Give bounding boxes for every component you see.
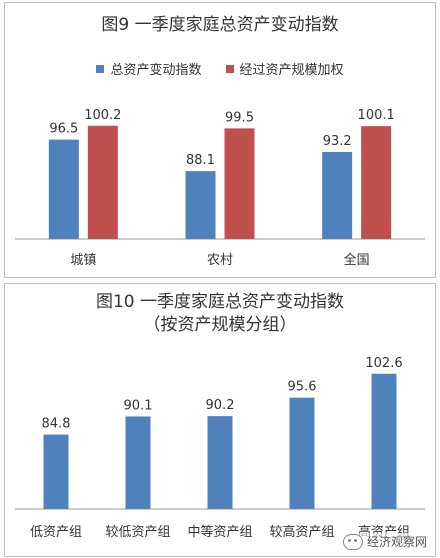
chart-2-bar — [125, 416, 151, 509]
chart-2-category-label: 低资产组 — [30, 525, 82, 540]
chart-1-category-label: 城镇 — [70, 253, 96, 268]
chart-1-title: 图9 一季度家庭总资产变动指数 — [101, 15, 339, 35]
chart-panel-2: 图10 一季度家庭总资产变动指数 （按资产规模分组） 84.8 低资产组 90.1 较… — [4, 283, 436, 557]
chart-1-bar — [361, 126, 392, 239]
chart-1-data-label: 93.2 — [323, 134, 352, 149]
legend-label-series-2: 经过资产规模加权 — [239, 63, 344, 78]
chart-1-category-label: 农村 — [207, 253, 233, 268]
chart-1-category-label: 全国 — [344, 252, 370, 268]
chart-2-data-label: 84.8 — [42, 417, 71, 432]
chart-2-category-label: 较低资产组 — [105, 525, 170, 540]
chart-2-data-label: 102.6 — [365, 356, 402, 371]
chart-1-legend: 总资产变动指数 经过资产规模加权 — [5, 59, 435, 78]
chart-1-data-label: 100.2 — [84, 108, 121, 123]
chart-2-subtitle: （按资产规模分组） — [143, 315, 297, 335]
chart-1-bar — [87, 125, 118, 239]
legend-item-series-1: 总资产变动指数 — [96, 59, 202, 78]
chart-2-bar — [371, 373, 397, 509]
legend-item-series-2: 经过资产规模加权 — [225, 59, 344, 78]
chart-1-bar — [185, 171, 216, 239]
chart-1-data-label: 100.1 — [358, 108, 395, 123]
chart-1-bar — [48, 139, 79, 239]
chart-1-bar — [322, 152, 353, 239]
chart-2-bar — [43, 434, 69, 509]
legend-label-series-1: 总资产变动指数 — [110, 63, 202, 78]
chart-2-data-label: 90.2 — [206, 398, 235, 413]
chart-2-bar — [289, 397, 315, 509]
legend-swatch-blue — [96, 64, 105, 73]
chart-1-bar — [224, 128, 255, 239]
chart-2-plot: 84.8 低资产组 90.1 较低资产组 90.2 中等资产组 95.6 较高资产组 102.6… — [15, 356, 425, 540]
chart-1-data-label: 88.1 — [186, 153, 215, 168]
chart-2-data-label: 90.1 — [124, 398, 153, 413]
chart-2-data-label: 95.6 — [288, 380, 317, 395]
watermark-text: 经济观察网 — [366, 535, 427, 549]
chart-1-data-label: 99.5 — [225, 110, 254, 125]
chart-2-category-label: 中等资产组 — [187, 524, 252, 540]
chart-2-title: 图10 一季度家庭总资产变动指数 — [95, 292, 345, 312]
chart-2-bar — [207, 416, 233, 509]
wechat-icon — [342, 533, 363, 550]
chart-1-plot: 96.5 100.2 城镇 88.1 99.5 农村 93.2 100.1 全国 — [15, 108, 425, 268]
watermark: 经济观察网 — [342, 533, 427, 550]
chart-panel-1: 图9 一季度家庭总资产变动指数 总资产变动指数 经过资产规模加权 96.5 100… — [4, 2, 436, 278]
chart-2-category-label: 较高资产组 — [269, 524, 334, 540]
legend-swatch-red — [225, 64, 234, 73]
chart-1-data-label: 96.5 — [49, 122, 78, 137]
